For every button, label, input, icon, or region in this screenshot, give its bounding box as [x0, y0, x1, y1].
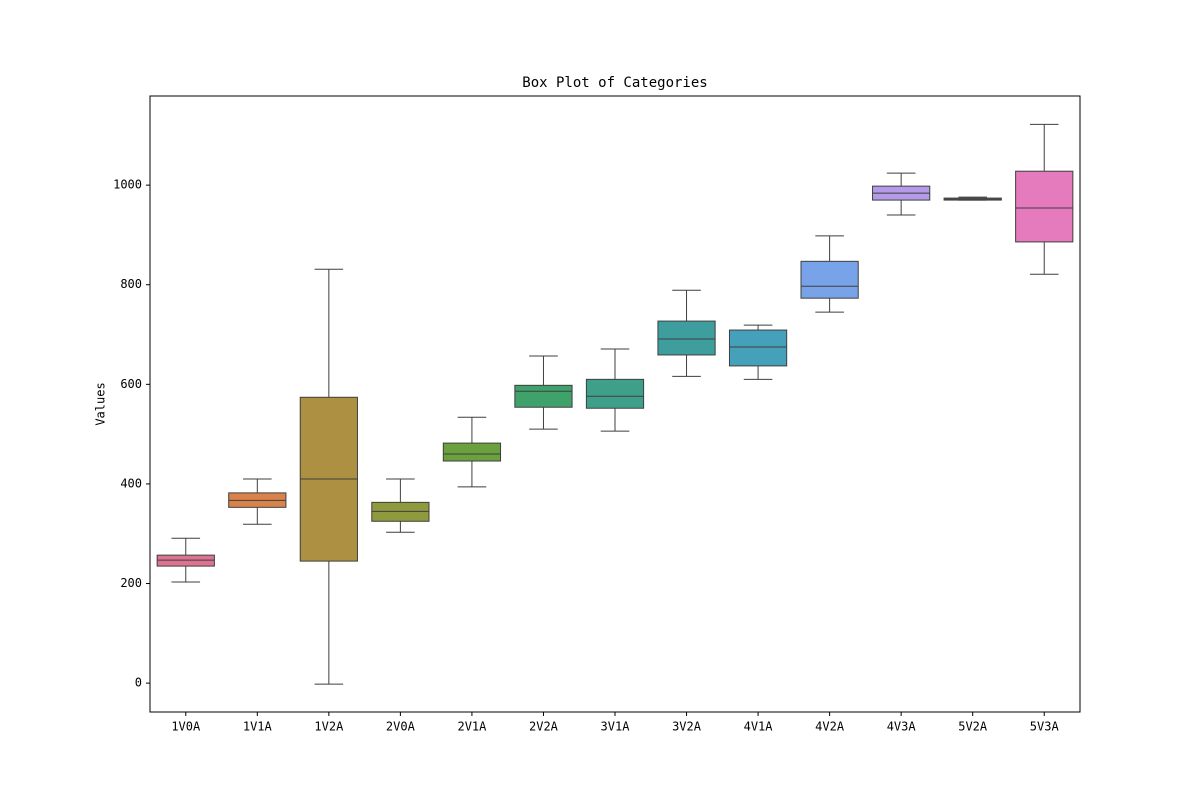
x-tick-label: 1V0A — [171, 720, 201, 734]
y-tick-label: 200 — [120, 576, 142, 590]
x-tick-label: 5V3A — [1030, 720, 1060, 734]
box — [728, 329, 788, 367]
y-tick-label: 600 — [120, 377, 142, 391]
x-tick-label: 1V2A — [314, 720, 344, 734]
x-tick-label: 3V1A — [601, 720, 631, 734]
y-tick-label: 800 — [120, 277, 142, 291]
x-tick-label: 1V1A — [243, 720, 273, 734]
box — [1015, 170, 1074, 243]
y-tick-label: 1000 — [113, 178, 142, 192]
x-tick-label: 2V1A — [457, 720, 487, 734]
box — [514, 384, 573, 408]
box — [800, 260, 859, 299]
x-tick-label: 4V1A — [744, 720, 774, 734]
box — [585, 378, 645, 409]
y-tick-label: 400 — [120, 476, 142, 490]
x-tick-label: 2V2A — [529, 720, 559, 734]
x-tick-label: 3V2A — [672, 720, 702, 734]
box — [442, 442, 502, 462]
y-axis-label: Values — [94, 382, 108, 425]
y-tick-label: 0 — [135, 676, 142, 690]
chart-title: Box Plot of Categories — [522, 75, 707, 91]
x-tick-label: 5V2A — [958, 720, 988, 734]
x-tick-label: 4V3A — [887, 720, 917, 734]
x-tick-label: 4V2A — [815, 720, 845, 734]
x-tick-label: 2V0A — [386, 720, 416, 734]
box — [657, 320, 716, 356]
